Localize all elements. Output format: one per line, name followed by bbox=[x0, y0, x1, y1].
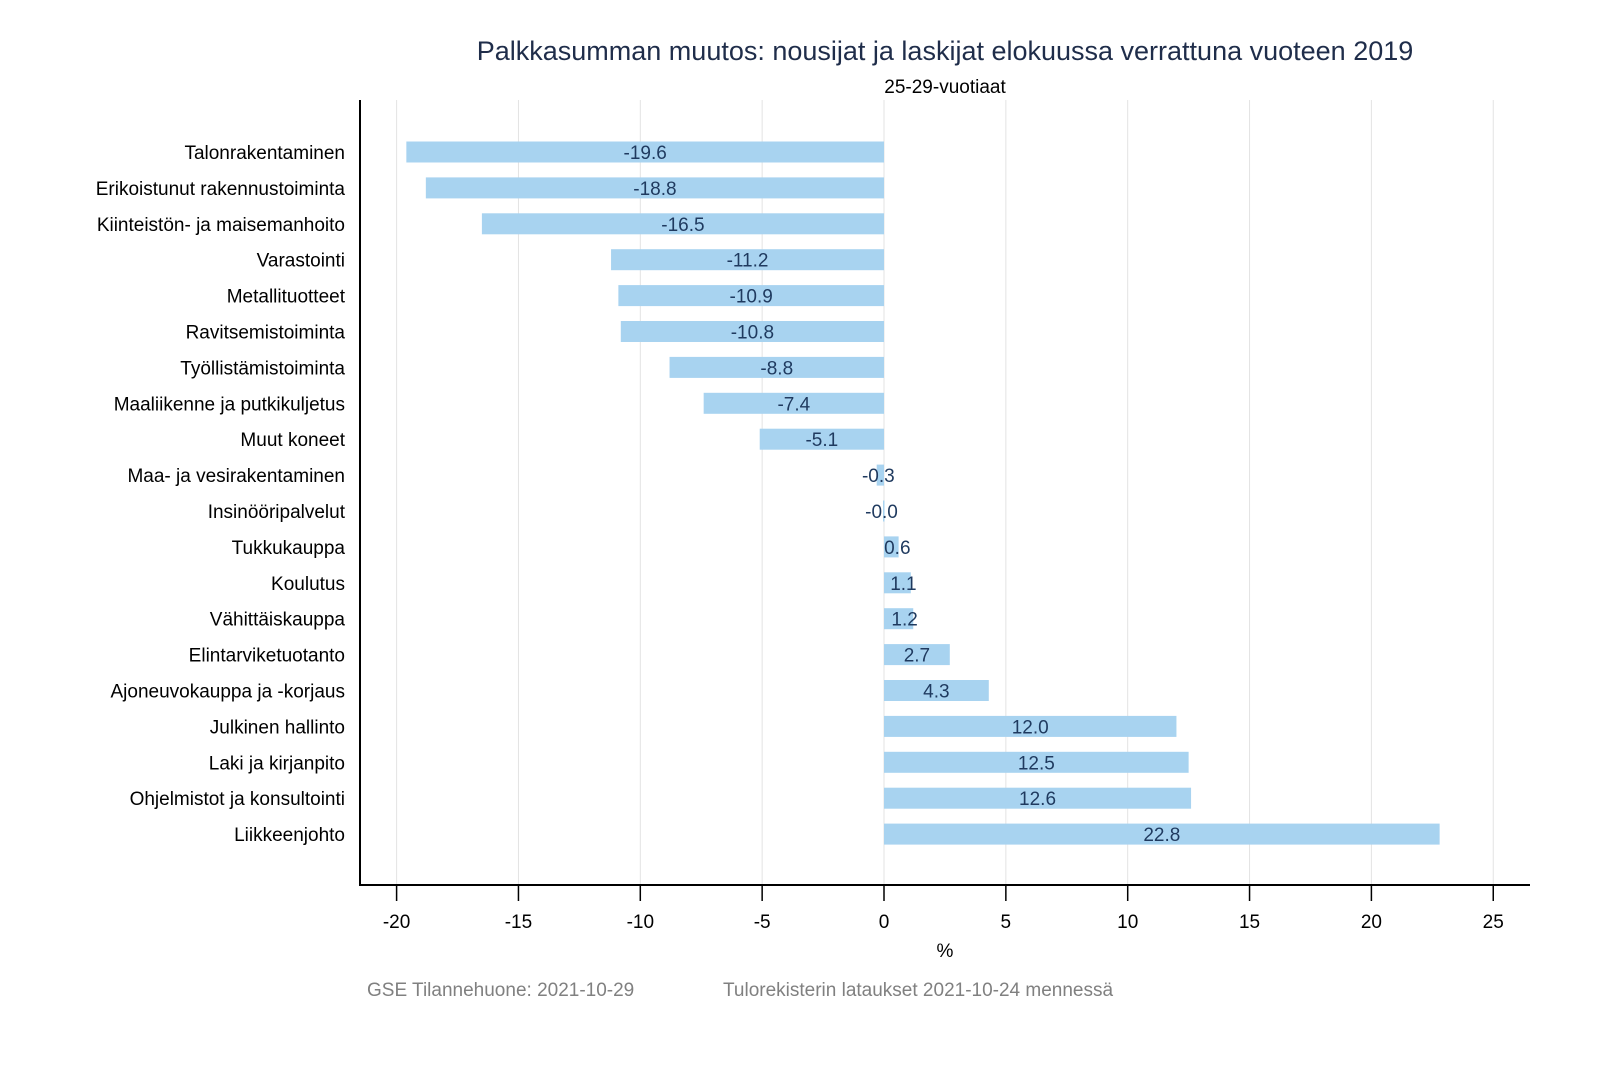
chart-subtitle: 25-29-vuotiaat bbox=[884, 77, 1006, 98]
data-label: -11.2 bbox=[727, 251, 769, 272]
category-label: Ajoneuvokauppa ja -korjaus bbox=[111, 682, 346, 703]
bars: -19.6 -18.8 -16.5 -11.2 -10.9 -10.8 -8.8 -7.4 -5… bbox=[406, 141, 1440, 846]
bar bbox=[620, 321, 884, 342]
category-label: Työllistämistoiminta bbox=[180, 358, 345, 379]
category-label: Julkinen hallinto bbox=[210, 717, 345, 738]
category-label: Insinööripalvelut bbox=[208, 502, 346, 523]
data-label: 12.6 bbox=[1019, 789, 1056, 810]
data-label: -0.3 bbox=[862, 466, 895, 487]
data-label: -5.1 bbox=[805, 430, 838, 451]
category-label: Varastointi bbox=[257, 251, 345, 272]
category-label: Ravitsemistoiminta bbox=[186, 323, 346, 344]
data-label: -18.8 bbox=[633, 179, 676, 200]
bar bbox=[884, 715, 1177, 737]
x-tick-label: -20 bbox=[383, 912, 410, 933]
bar bbox=[703, 392, 884, 414]
x-tick-label: 5 bbox=[1001, 912, 1012, 933]
x-axis: -20 -15 -10 -5 0 5 10 15 20 25 bbox=[360, 884, 1530, 933]
bar bbox=[884, 608, 914, 630]
data-label: -10.8 bbox=[731, 323, 774, 344]
data-label: -10.9 bbox=[730, 287, 773, 308]
bar bbox=[884, 572, 911, 594]
data-label: -19.6 bbox=[624, 143, 667, 164]
category-label: Vähittäiskauppa bbox=[210, 610, 346, 631]
x-tick-label: -10 bbox=[627, 912, 654, 933]
category-label: Erikoistunut rakennustoiminta bbox=[96, 179, 346, 200]
category-label: Talonrakentaminen bbox=[184, 143, 345, 164]
category-label: Kiinteistön- ja maisemanhoito bbox=[97, 215, 345, 236]
data-label: 1.2 bbox=[891, 610, 917, 631]
data-label: 12.5 bbox=[1018, 753, 1055, 774]
data-label: 1.1 bbox=[890, 574, 916, 595]
x-tick-label: -5 bbox=[754, 912, 771, 933]
data-label: 2.7 bbox=[904, 646, 930, 667]
bar bbox=[876, 464, 884, 486]
x-tick-label: 25 bbox=[1483, 912, 1504, 933]
bar bbox=[406, 141, 884, 163]
bar bbox=[883, 500, 885, 522]
category-label: Muut koneet bbox=[240, 430, 345, 451]
bar bbox=[425, 177, 884, 199]
source-caption: GSE Tilannehuone: 2021-10-29 bbox=[367, 980, 635, 1001]
bar bbox=[884, 823, 1440, 845]
category-label: Tukkukauppa bbox=[232, 538, 346, 559]
category-label: Liikkeenjohto bbox=[234, 825, 345, 846]
data-label: -16.5 bbox=[661, 215, 704, 236]
chart-title: Palkkasumman muutos: nousijat ja laskija… bbox=[476, 36, 1414, 66]
bar bbox=[884, 751, 1189, 773]
category-label: Laki ja kirjanpito bbox=[209, 753, 345, 774]
category-label: Ohjelmistot ja konsultointi bbox=[130, 789, 345, 810]
bar bbox=[759, 428, 884, 450]
data-label: 4.3 bbox=[923, 682, 949, 703]
x-tick-label: 0 bbox=[879, 912, 890, 933]
category-label: Metallituotteet bbox=[227, 287, 346, 308]
bar bbox=[481, 213, 884, 235]
bar bbox=[618, 285, 884, 307]
data-label: 12.0 bbox=[1012, 717, 1049, 738]
category-label: Elintarviketuotanto bbox=[189, 646, 345, 667]
note-caption: Tulorekisterin lataukset 2021-10-24 menn… bbox=[723, 980, 1114, 1001]
category-label: Maa- ja vesirakentaminen bbox=[127, 466, 345, 487]
bar bbox=[884, 680, 989, 701]
x-tick-label: 20 bbox=[1361, 912, 1382, 933]
x-tick-label: -15 bbox=[505, 912, 532, 933]
gridlines bbox=[396, 100, 1494, 885]
data-label: -0.0 bbox=[865, 502, 898, 523]
category-label: Maaliikenne ja putkikuljetus bbox=[114, 394, 345, 415]
x-axis-label: % bbox=[936, 941, 953, 962]
data-label: -7.4 bbox=[777, 394, 810, 415]
data-label: 0.6 bbox=[884, 538, 910, 559]
bar bbox=[884, 536, 899, 558]
x-tick-label: 15 bbox=[1239, 912, 1260, 933]
category-label: Koulutus bbox=[271, 574, 345, 595]
bar bbox=[884, 787, 1192, 809]
bar bbox=[611, 249, 884, 271]
bar bbox=[884, 644, 950, 666]
bar bbox=[669, 356, 884, 378]
x-tick-label: 10 bbox=[1117, 912, 1138, 933]
data-label: -8.8 bbox=[760, 358, 793, 379]
category-labels: Talonrakentaminen Erikoistunut rakennusto… bbox=[96, 143, 346, 846]
data-label: 22.8 bbox=[1143, 825, 1180, 846]
